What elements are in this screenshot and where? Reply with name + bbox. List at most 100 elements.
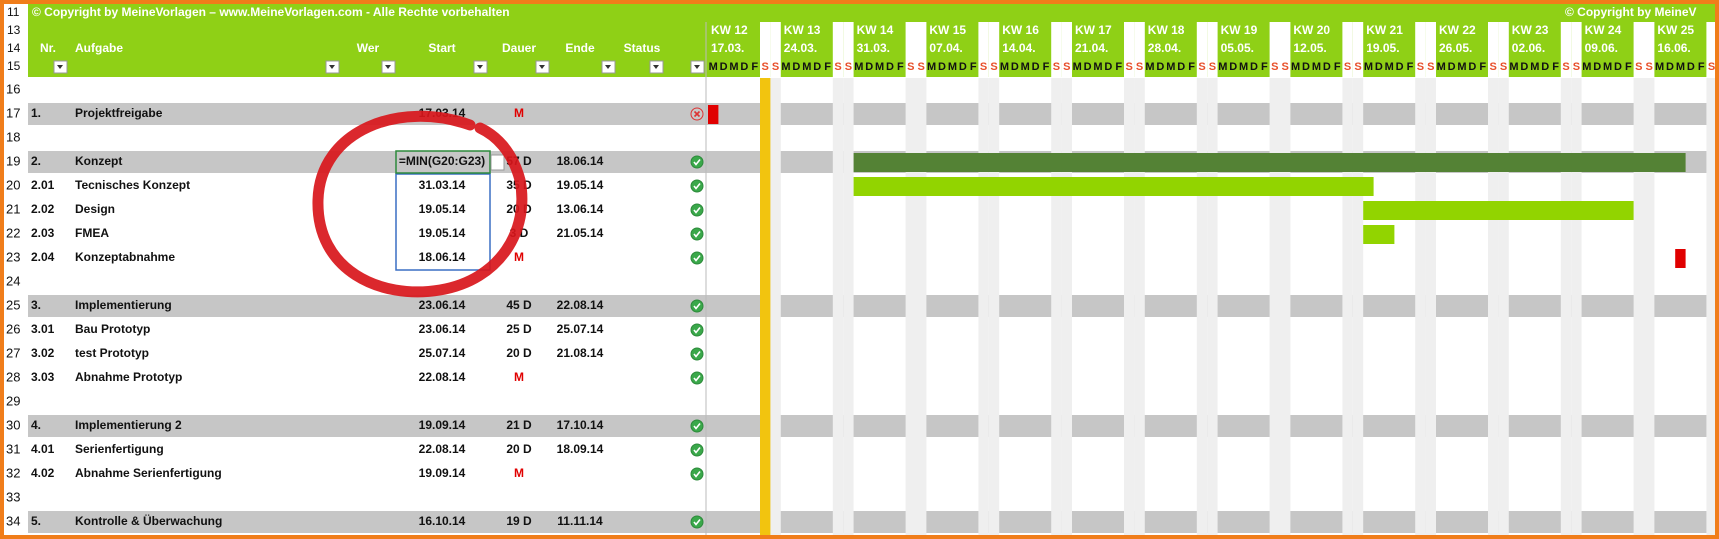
weekend-header — [1207, 22, 1218, 77]
week-number: KW 14 — [857, 23, 894, 37]
duration: M — [514, 106, 524, 120]
row-number: 27 — [6, 345, 20, 360]
week-number: KW 12 — [711, 23, 748, 37]
end: 18.09.14 — [557, 442, 604, 456]
milestone — [708, 105, 719, 124]
task-name: Design — [75, 202, 115, 216]
week-number: KW 22 — [1439, 23, 1476, 37]
column-header: Ende — [565, 41, 595, 55]
day-letter: S — [990, 61, 997, 73]
task-name: Konzeptabnahme — [75, 250, 175, 264]
row-number: 19 — [6, 153, 20, 168]
filter-arrow — [329, 65, 335, 69]
week-number: KW 16 — [1002, 23, 1039, 37]
day-letter: S — [1417, 61, 1424, 73]
status-glyph — [693, 327, 701, 334]
day-letter: M — [1364, 61, 1373, 73]
weekend-column — [916, 78, 927, 535]
weekend-header — [1352, 22, 1364, 77]
weekend-column — [1571, 78, 1582, 535]
column-header: Wer — [357, 41, 380, 55]
day-letter: S — [1490, 61, 1497, 73]
weekend-column — [1352, 78, 1364, 535]
day-letter: F — [1115, 61, 1122, 73]
day-letter: S — [1126, 61, 1133, 73]
filter-arrow — [653, 65, 659, 69]
day-letter: D — [1104, 61, 1112, 73]
week-number: KW 19 — [1221, 23, 1258, 37]
end: 11.11.14 — [557, 514, 603, 528]
start: 31.03.14 — [419, 178, 466, 192]
start: 19.09.14 — [419, 418, 466, 432]
week-number: KW 21 — [1366, 23, 1403, 37]
day-letter: M — [1530, 61, 1539, 73]
row-number: 33 — [6, 489, 20, 504]
weekend-column — [988, 78, 1000, 535]
filter-arrow — [385, 65, 391, 69]
weekend-column — [843, 78, 854, 535]
week-date: 19.05. — [1366, 41, 1399, 55]
weekend-header — [1124, 22, 1135, 77]
row-number: 32 — [6, 465, 20, 480]
day-letter: D — [1666, 61, 1674, 73]
task-nr: 2. — [31, 154, 41, 168]
day-letter: M — [1239, 61, 1248, 73]
task-nr: 3.01 — [31, 322, 55, 336]
day-letter: S — [1354, 61, 1361, 73]
day-letter: D — [813, 61, 821, 73]
filter-arrow — [694, 65, 700, 69]
weekend-column — [978, 78, 989, 535]
filter-arrow — [477, 65, 483, 69]
column-header: Status — [624, 41, 661, 55]
weekend-header — [1571, 22, 1582, 77]
day-letter: D — [1593, 61, 1601, 73]
day-letter: S — [1271, 61, 1278, 73]
day-letter: S — [1053, 61, 1060, 73]
day-letter: F — [1625, 61, 1632, 73]
start: 22.08.14 — [419, 442, 466, 456]
status-glyph — [693, 207, 701, 214]
day-letter: M — [1145, 61, 1154, 73]
status-glyph — [693, 110, 701, 118]
weekend-column — [1415, 78, 1426, 535]
task-nr: 4. — [31, 418, 41, 432]
day-letter: F — [1043, 61, 1050, 73]
copyright: © Copyright by MeineV — [1565, 5, 1697, 19]
weekend-header — [1498, 22, 1509, 77]
task-name: test Prototyp — [75, 346, 149, 360]
day-letter: S — [1635, 61, 1642, 73]
duration: M — [514, 250, 524, 264]
row-number: 28 — [6, 369, 20, 384]
day-letter: S — [1344, 61, 1351, 73]
day-letter: M — [1312, 61, 1321, 73]
day-letter: F — [1479, 61, 1486, 73]
day-letter: M — [1218, 61, 1227, 73]
task-name: FMEA — [75, 226, 109, 240]
row-number: 14 — [7, 41, 21, 55]
row-number: 22 — [6, 225, 20, 240]
start: 19.05.14 — [419, 202, 466, 216]
row-number: 34 — [6, 513, 20, 528]
weekend-header — [1342, 22, 1353, 77]
weekend-column — [1706, 78, 1715, 535]
start: 22.08.14 — [419, 370, 466, 384]
weekend-column — [832, 78, 844, 535]
day-letter: D — [886, 61, 894, 73]
day-letter: F — [824, 61, 831, 73]
filter-arrow — [539, 65, 545, 69]
status-glyph — [693, 303, 701, 310]
week-date: 12.05. — [1293, 41, 1326, 55]
day-letter: M — [927, 61, 936, 73]
start: 23.06.14 — [419, 322, 466, 336]
dropdown[interactable] — [490, 154, 505, 171]
task-name: Tecnisches Konzept — [75, 178, 190, 192]
week-number: KW 24 — [1585, 23, 1622, 37]
status-glyph — [693, 375, 701, 382]
row-number: 11 — [7, 5, 20, 19]
day-letter: S — [1282, 61, 1289, 73]
row-number: 31 — [6, 441, 20, 456]
grid: © Copyright by MeineVorlagen – www.Meine… — [6, 4, 1715, 535]
day-letter: D — [792, 61, 800, 73]
column-header: Dauer — [502, 41, 536, 55]
day-letter: S — [1136, 61, 1143, 73]
